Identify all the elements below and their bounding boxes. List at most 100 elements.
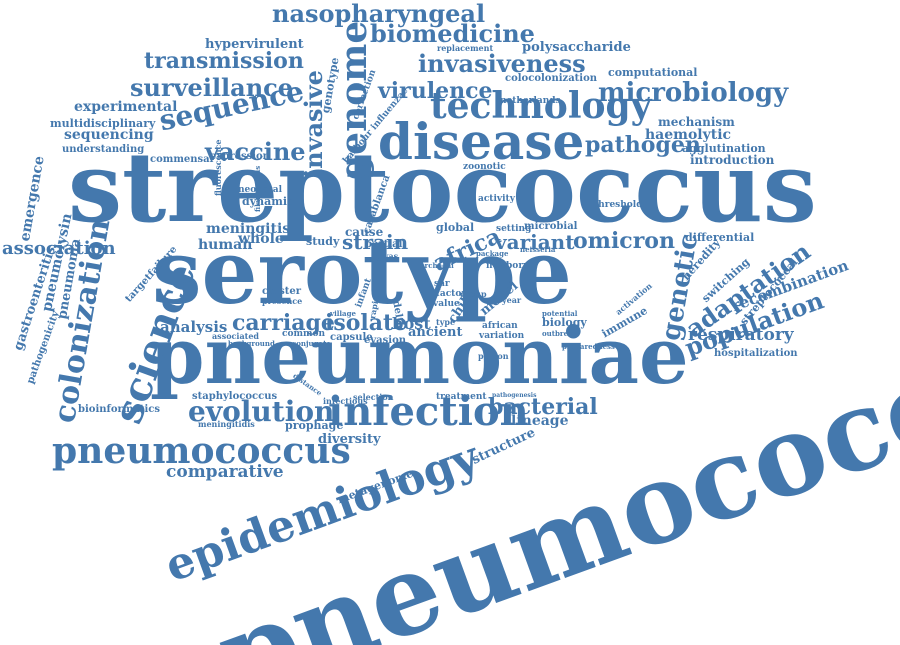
word: evasion — [364, 335, 407, 346]
word: emergence — [17, 154, 48, 243]
word: filamentous — [253, 165, 262, 212]
word: comparative — [166, 462, 284, 482]
word: dynamic — [242, 195, 294, 208]
word: differential — [685, 231, 755, 244]
word: african — [482, 321, 518, 331]
word: village — [330, 309, 356, 318]
word: neisseria — [520, 245, 556, 254]
word: biomedicine — [370, 19, 535, 48]
word: ancient — [408, 325, 463, 340]
word: archaeal — [420, 261, 454, 270]
word: streptococcus — [68, 131, 817, 244]
word: variation — [479, 331, 525, 341]
word: evolution — [188, 395, 335, 428]
word: group — [460, 289, 487, 299]
word: zoonotic — [463, 162, 506, 172]
word: multidisciplinary — [50, 117, 156, 130]
word: outbreak — [542, 329, 578, 338]
word: serotype — [152, 220, 572, 324]
word: commensal — [150, 154, 214, 165]
word: hospitalization — [714, 348, 798, 359]
word: value — [433, 299, 460, 309]
word: type — [436, 317, 456, 327]
word: year — [502, 295, 522, 305]
word: replacement — [437, 43, 494, 53]
word: staphylococcus — [192, 391, 278, 402]
word: transmission — [144, 48, 304, 74]
word: newborn — [486, 261, 530, 271]
word: disease — [378, 112, 585, 171]
word: technology — [430, 85, 652, 127]
word: selection — [353, 392, 394, 402]
word: sar — [434, 279, 450, 289]
word: agglutination — [682, 142, 766, 155]
word: background — [228, 339, 275, 348]
word: pneumococcus — [52, 430, 351, 472]
word: introduction — [690, 153, 775, 167]
word: haemolytic — [645, 127, 732, 143]
word: setting — [496, 224, 532, 234]
word: factor — [436, 289, 467, 299]
word: hypervirulent — [205, 37, 304, 52]
word: variant — [495, 230, 575, 254]
word: sequencing — [64, 127, 154, 143]
word: fluorescence — [213, 139, 223, 196]
word: human — [198, 237, 253, 253]
word: treatment — [436, 392, 487, 402]
word: understanding — [62, 144, 145, 155]
word: bioinformatics — [78, 404, 160, 415]
word: microbiology — [598, 78, 789, 108]
word: invasiveness — [418, 49, 586, 78]
word: computational — [608, 66, 698, 79]
word: host — [392, 314, 431, 333]
word: associated — [212, 331, 259, 341]
word: gwas — [376, 251, 399, 261]
word: strain — [342, 230, 409, 254]
word: pathogenesis — [492, 392, 537, 399]
word: global — [436, 221, 475, 234]
word: prophage — [285, 419, 344, 432]
word: study — [306, 235, 340, 248]
word: mechanism — [658, 115, 735, 129]
word: vaccine — [205, 137, 306, 166]
word: virulence — [378, 78, 493, 104]
word: capsule — [330, 332, 373, 343]
word: pathogen — [585, 132, 701, 158]
word: netherlands — [500, 96, 561, 106]
word: diversity — [318, 432, 381, 447]
word: meningitidis — [198, 419, 255, 429]
word: colocolonization — [505, 73, 598, 84]
word: preparedness — [562, 342, 615, 351]
word: cause — [345, 225, 384, 239]
word: infection — [328, 388, 529, 435]
word: isolate — [325, 310, 408, 336]
word: association — [2, 238, 116, 259]
word: package — [476, 249, 509, 258]
word: pneumoniae — [150, 311, 689, 402]
word: microbial — [524, 221, 578, 232]
word: threshold — [594, 200, 643, 210]
word: bacterial — [488, 394, 598, 420]
word: analysis — [160, 318, 228, 336]
word: activity — [478, 194, 515, 204]
word: nasopharyngeal — [272, 0, 486, 28]
word: surveillance — [130, 73, 294, 102]
word: person — [478, 351, 509, 361]
word: common — [282, 329, 326, 339]
word: partial — [365, 239, 403, 250]
word: biology — [542, 316, 587, 329]
word: cluster — [262, 286, 302, 297]
word: conjugate — [292, 339, 331, 348]
word: lineage — [511, 413, 569, 429]
word: omicron — [573, 228, 675, 254]
word: presence — [262, 296, 303, 306]
word: meningitis — [206, 221, 291, 237]
word: respiratory — [688, 325, 794, 345]
word: potential — [542, 309, 578, 318]
word: neonatal — [238, 185, 283, 195]
word: experimental — [74, 99, 178, 115]
word: expression — [210, 151, 270, 162]
word: carriage — [232, 310, 335, 336]
word: infectious — [323, 396, 368, 406]
